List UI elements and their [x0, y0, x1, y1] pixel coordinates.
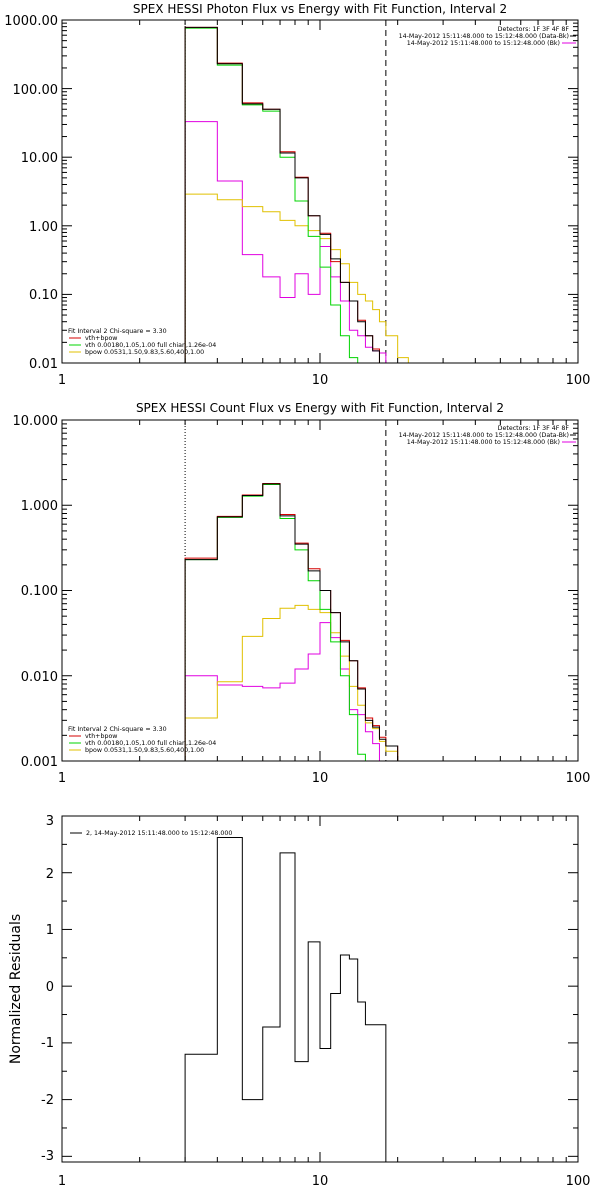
count-series-group	[184, 420, 409, 762]
data-series-line	[184, 483, 409, 762]
count-y-tick-label: 10.000	[13, 414, 59, 429]
count-bpow-params-label: bpow 0.0531,1.50,9.83,5.60,400,1.00	[85, 747, 204, 754]
count-fit-interval-label: Fit Interval 2 Chi-square = 3.30	[68, 726, 167, 733]
photon-y-tick-label: 10.00	[21, 151, 58, 166]
count-bk-interval-label: 14-May-2012 15:11:48.000 to 15:12:48.000…	[407, 439, 560, 446]
count-flux-panel: SPEX HESSI Count Flux vs Energy with Fit…	[13, 401, 591, 786]
count-info-block: Detectors: 1F 3F 4F 8F 14-May-2012 15:11…	[399, 425, 576, 446]
photon-y-tick-label: 1000.00	[4, 14, 58, 29]
photon-vth-params-label: vth 0.00180,1.05,1.00 full chian,1.26e-0…	[85, 342, 216, 349]
photon-bk-interval-label: 14-May-2012 15:11:48.000 to 15:12:48.000…	[407, 40, 560, 47]
photon-tick-marks	[61, 19, 579, 364]
residuals-legend: 2, 14-May-2012 15:11:48.000 to 15:12:48.…	[70, 830, 232, 837]
count-chart-title: SPEX HESSI Count Flux vs Energy with Fit…	[136, 401, 504, 415]
photon-x-tick-label: 10	[312, 373, 329, 388]
photon-data-interval-label: 14-May-2012 15:11:48.000 to 15:12:48.000…	[399, 33, 569, 40]
residuals-series-line	[184, 837, 387, 1162]
photon-info-block: Detectors: 1F 3F 4F 8F 14-May-2012 15:11…	[399, 26, 576, 47]
count-x-tick-labels: 1 10 100	[58, 771, 591, 786]
photon-x-tick-label: 1	[58, 373, 66, 388]
photon-detectors-label: Detectors: 1F 3F 4F 8F	[498, 26, 570, 33]
bpow-series-line	[184, 193, 409, 363]
residuals-y-tick-label: -1	[41, 1036, 54, 1051]
count-vth-params-label: vth 0.00180,1.05,1.00 full chian,1.26e-0…	[85, 740, 216, 747]
residuals-series-group	[184, 837, 387, 1162]
count-x-tick-label: 1	[58, 771, 66, 786]
count-x-tick-label: 100	[566, 771, 591, 786]
photon-y-tick-label: 1.00	[29, 220, 58, 235]
residuals-y-tick-labels: 3 2 1 0 -1 -2 -3	[41, 814, 54, 1164]
photon-fit-interval-label: Fit Interval 2 Chi-square = 3.30	[68, 328, 167, 335]
residuals-y-tick-label: 0	[46, 980, 54, 995]
photon-fit-legend: Fit Interval 2 Chi-square = 3.30 vth+bpo…	[68, 328, 216, 356]
photon-y-tick-label: 0.01	[29, 357, 58, 372]
residuals-y-tick-label: -2	[41, 1093, 54, 1108]
photon-flux-panel: SPEX HESSI Photon Flux vs Energy with Fi…	[4, 2, 590, 388]
residuals-x-tick-label: 10	[312, 1174, 329, 1189]
count-y-tick-label: 1.000	[21, 499, 58, 514]
count-y-tick-labels: 10.000 1.000 0.100 0.010 0.001	[13, 414, 59, 770]
count-y-tick-label: 0.010	[21, 670, 58, 685]
residuals-panel: 3 2 1 0 -1 -2 -3 1 10 100 Normalized Res…	[8, 814, 590, 1189]
residuals-legend-label: 2, 14-May-2012 15:11:48.000 to 15:12:48.…	[86, 830, 232, 837]
photon-y-tick-labels: 1000.00 100.00 10.00 1.00 0.10 0.01	[4, 14, 58, 372]
photon-bpow-params-label: bpow 0.0531,1.50,9.83,5.60,400,1.00	[85, 349, 204, 356]
count-y-tick-label: 0.100	[21, 584, 58, 599]
count-detectors-label: Detectors: 1F 3F 4F 8F	[498, 425, 570, 432]
residuals-x-tick-label: 100	[566, 1174, 591, 1189]
photon-y-tick-label: 100.00	[13, 83, 59, 98]
photon-x-tick-labels: 1 10 100	[58, 373, 591, 388]
photon-x-tick-label: 100	[566, 373, 591, 388]
residuals-y-tick-label: 1	[46, 923, 54, 938]
residuals-y-tick-label: 3	[46, 814, 54, 829]
count-data-interval-label: 14-May-2012 15:11:48.000 to 15:12:48.000…	[399, 432, 569, 439]
count-tick-marks	[61, 419, 579, 762]
residuals-x-tick-labels: 1 10 100	[58, 1174, 591, 1189]
data-series-line	[184, 26, 409, 364]
count-y-tick-label: 0.001	[21, 755, 58, 770]
residuals-tick-marks	[61, 815, 579, 1162]
residuals-y-tick-label: 2	[46, 867, 54, 882]
residuals-x-tick-label: 1	[58, 1174, 66, 1189]
count-fit-legend: Fit Interval 2 Chi-square = 3.30 vth+bpo…	[68, 726, 216, 754]
residuals-y-tick-label: -3	[41, 1149, 54, 1164]
photon-chart-title: SPEX HESSI Photon Flux vs Energy with Fi…	[133, 2, 507, 16]
count-fit-function-label: vth+bpow	[85, 733, 117, 740]
photon-y-tick-label: 0.10	[29, 288, 58, 303]
residuals-y-axis-label: Normalized Residuals	[8, 914, 24, 1064]
photon-fit-function-label: vth+bpow	[85, 335, 117, 342]
count-x-tick-label: 10	[312, 771, 329, 786]
